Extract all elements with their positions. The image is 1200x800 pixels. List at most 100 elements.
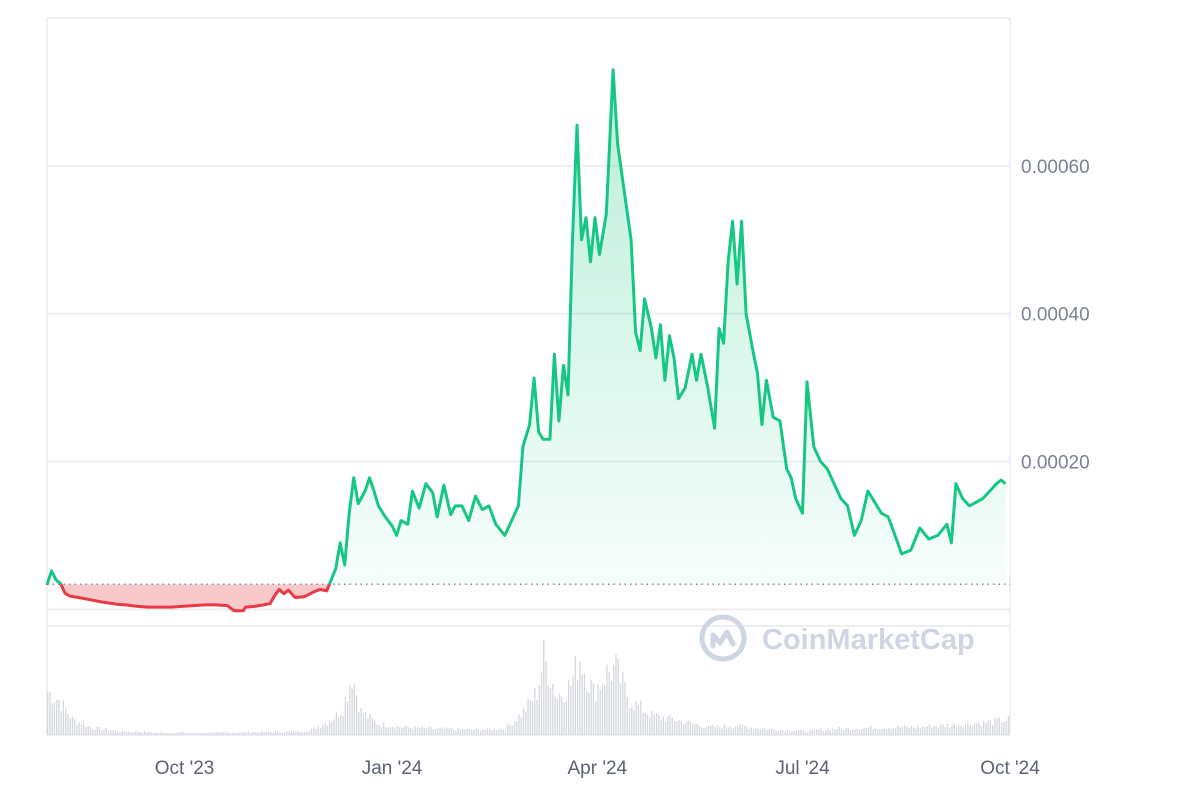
volume-bar: [944, 727, 946, 735]
volume-bar: [107, 730, 110, 735]
volume-bar: [933, 726, 935, 735]
volume-bar: [261, 731, 263, 735]
volume-bar: [376, 724, 378, 735]
volume-bar: [906, 726, 908, 735]
volume-bar: [764, 728, 766, 735]
volume-bar: [904, 725, 906, 735]
volume-bar: [615, 654, 617, 735]
volume-bar: [658, 714, 660, 735]
volume-bar: [337, 717, 340, 735]
volume-bar: [394, 728, 396, 735]
volume-bar: [576, 680, 579, 735]
volume-bar: [452, 729, 455, 735]
volume-bar: [572, 676, 574, 735]
volume-bar: [931, 728, 933, 735]
volume-bar: [58, 699, 60, 735]
volume-bar: [87, 725, 89, 735]
volume-bar: [450, 728, 452, 735]
volume-bar: [371, 718, 374, 735]
volume-bar: [137, 732, 139, 735]
volume-bar: [856, 728, 858, 735]
x-tick-label: Oct '23: [155, 758, 215, 779]
volume-bar: [793, 731, 795, 735]
volume-bar: [682, 724, 685, 735]
volume-bar: [71, 716, 74, 735]
volume-bar: [705, 727, 707, 735]
volume-bar: [439, 727, 441, 735]
volume-bar: [247, 731, 250, 735]
volume-bar: [910, 726, 913, 735]
volume-bar: [211, 732, 213, 735]
volume-bar: [466, 728, 468, 735]
volume-bar: [953, 723, 955, 735]
coinmarketcap-logo-icon: [699, 614, 747, 662]
volume-bar: [243, 731, 245, 735]
volume-bar: [268, 731, 270, 735]
volume-bar: [53, 702, 56, 735]
volume-bar: [935, 726, 937, 735]
volume-bar: [987, 720, 989, 735]
volume-bar: [457, 727, 459, 735]
volume-bar: [816, 729, 818, 735]
volume-bar: [152, 732, 155, 735]
volume-bar: [969, 724, 971, 735]
volume-bar: [624, 681, 626, 735]
volume-bar: [714, 727, 716, 735]
volume-bar: [130, 731, 132, 735]
volume-bar: [649, 718, 651, 735]
volume-bar: [746, 726, 748, 735]
volume-bar: [518, 714, 520, 735]
volume-bar: [752, 728, 755, 735]
volume-bar: [319, 727, 322, 735]
volume-bar: [529, 700, 531, 735]
volume-bar: [378, 724, 380, 735]
volume-bar: [128, 731, 130, 735]
volume-bar: [369, 714, 371, 735]
volume-bar: [692, 723, 694, 735]
volume-bar: [527, 698, 529, 735]
volume-bar: [567, 679, 570, 735]
volume-bar: [991, 724, 994, 735]
volume-bar: [396, 726, 398, 735]
volume-bar: [680, 720, 683, 735]
volume-bar: [489, 728, 491, 735]
volume-bar: [283, 732, 286, 735]
volume-bar: [1007, 715, 1010, 735]
volume-bar: [595, 701, 597, 735]
volume-bar: [119, 731, 121, 735]
volume-bar: [256, 732, 259, 735]
volume-bar: [858, 729, 861, 735]
volume-bar: [768, 728, 770, 735]
volume-bar: [403, 727, 405, 735]
volume-bar: [818, 729, 820, 735]
volume-bar: [504, 730, 507, 735]
volume-bar: [599, 689, 601, 735]
volume-bar: [83, 723, 85, 735]
x-tick-label: Apr '24: [567, 758, 627, 779]
volume-bar: [184, 732, 186, 735]
volume-bar: [304, 732, 306, 735]
volume-bar: [227, 732, 229, 735]
volume-bar: [148, 731, 150, 735]
volume-bar: [344, 696, 346, 735]
volume-bar: [570, 685, 572, 735]
volume-bar: [741, 724, 743, 735]
volume-bar: [628, 708, 631, 735]
volume-bar: [186, 732, 189, 735]
volume-bar: [998, 717, 1001, 735]
volume-bar: [554, 696, 556, 735]
volume-bar: [470, 729, 473, 735]
volume-bar: [328, 721, 331, 735]
volume-bar: [195, 732, 198, 735]
volume-bar: [308, 731, 310, 735]
volume-bar: [597, 684, 599, 735]
volume-bar: [236, 732, 238, 735]
volume-bar: [238, 732, 240, 735]
volume-bar: [694, 723, 696, 735]
volume-bar: [664, 721, 667, 735]
volume-bar: [872, 729, 874, 735]
volume-bar: [565, 700, 568, 735]
volume-bar: [646, 714, 649, 735]
volume-bar: [543, 639, 545, 735]
volume-bar: [229, 733, 231, 735]
